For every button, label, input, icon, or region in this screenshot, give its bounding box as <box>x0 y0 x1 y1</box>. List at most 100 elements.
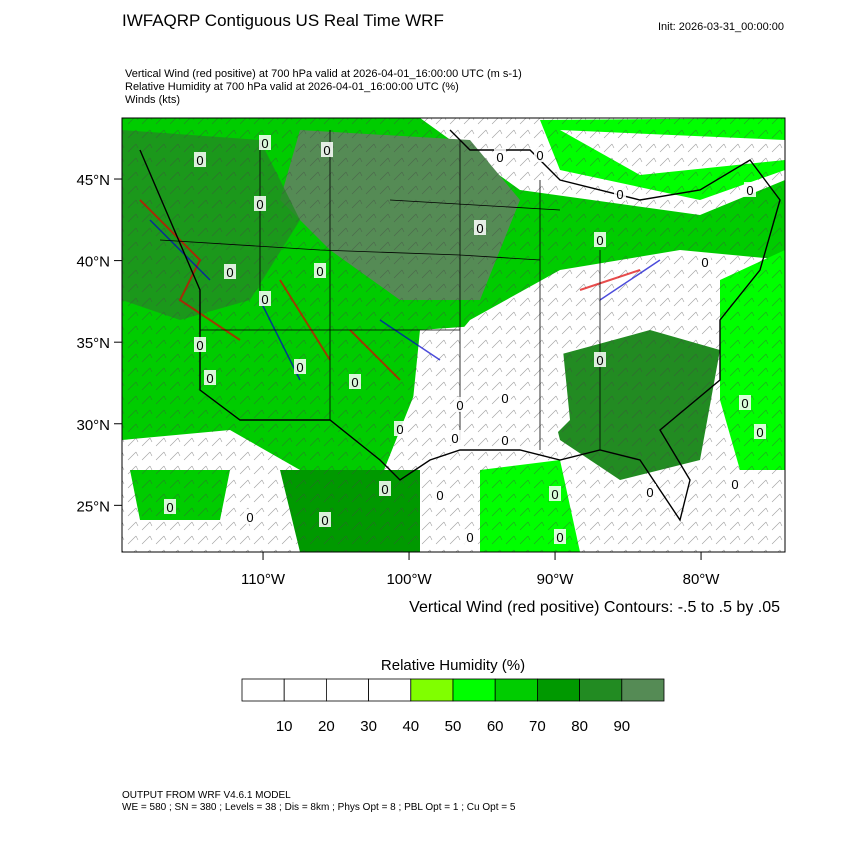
contour-label-box <box>744 182 756 197</box>
contour-label-box <box>259 291 271 306</box>
x-tick-label: 80°W <box>683 571 721 588</box>
colorbar-title: Relative Humidity (%) <box>381 657 525 674</box>
y-tick-label: 30°N <box>76 417 110 434</box>
contour-label: 0 <box>451 431 458 446</box>
colorbar-box <box>621 678 665 702</box>
contour-label: 0 <box>256 197 263 212</box>
contour-label-box <box>454 397 466 412</box>
contour-label-box <box>254 196 266 211</box>
contour-label-box <box>224 264 236 279</box>
colorbar-box <box>410 678 454 702</box>
contour-label-box <box>194 337 206 352</box>
colorbar-box <box>579 678 623 702</box>
contour-label-box <box>499 390 511 405</box>
y-tick-label: 25°N <box>76 498 110 515</box>
contour-label-box <box>204 370 216 385</box>
contour-label: 0 <box>246 510 253 525</box>
colorbar: 10 20 30 40 50 60 70 80 90 <box>241 678 665 735</box>
contour-label-box <box>739 395 751 410</box>
subtitle: Relative Humidity at 700 hPa valid at 20… <box>125 81 459 93</box>
colorbar-label: 40 <box>402 718 419 735</box>
contour-label-box <box>699 254 711 269</box>
colorbar-box <box>241 678 285 702</box>
contour-label-box <box>614 186 626 201</box>
footer-line: WE = 580 ; SN = 380 ; Levels = 38 ; Dis … <box>122 802 516 813</box>
contour-label: 0 <box>501 433 508 448</box>
contour-label-box <box>349 374 361 389</box>
init-time: Init: 2026-03-31_00:00:00 <box>658 21 784 33</box>
contour-label-box <box>294 359 306 374</box>
contour-label: 0 <box>196 338 203 353</box>
subtitle: Winds (kts) <box>125 94 180 106</box>
contour-label: 0 <box>296 360 303 375</box>
contour-label-box <box>164 499 176 514</box>
contour-label: 0 <box>746 183 753 198</box>
contour-label: 0 <box>731 477 738 492</box>
contour-label-box <box>259 135 271 150</box>
contour-label: 0 <box>381 482 388 497</box>
contour-label-box <box>729 476 741 491</box>
contour-label-box <box>594 352 606 367</box>
colorbar-box <box>325 678 369 702</box>
contour-label: 0 <box>316 264 323 279</box>
contour-label: 0 <box>596 353 603 368</box>
contour-label-box <box>549 486 561 501</box>
contour-label: 0 <box>261 292 268 307</box>
y-tick-label: 40°N <box>76 254 110 271</box>
contour-label-box <box>554 529 566 544</box>
contour-label: 0 <box>466 530 473 545</box>
contour-label: 0 <box>396 422 403 437</box>
contour-label: 0 <box>456 398 463 413</box>
colorbar-label: 20 <box>318 718 335 735</box>
contour-label-box <box>379 481 391 496</box>
contour-label: 0 <box>196 153 203 168</box>
contour-label-box <box>499 432 511 447</box>
colorbar-label: 80 <box>571 718 588 735</box>
contour-label-box <box>194 152 206 167</box>
map-field <box>122 118 785 552</box>
colorbar-box <box>368 678 412 702</box>
x-tick-label: 100°W <box>386 571 432 588</box>
contour-label: 0 <box>756 425 763 440</box>
contour-label: 0 <box>701 255 708 270</box>
contour-label: 0 <box>646 485 653 500</box>
contour-label-box <box>449 430 461 445</box>
contour-label-box <box>434 487 446 502</box>
contour-label: 0 <box>261 136 268 151</box>
contour-label-box <box>494 149 506 164</box>
contour-label-box <box>321 142 333 157</box>
colorbar-box <box>537 678 581 702</box>
contour-label: 0 <box>556 530 563 545</box>
contour-label-box <box>594 232 606 247</box>
contour-label: 0 <box>166 500 173 515</box>
contour-label: 0 <box>616 187 623 202</box>
colorbar-label: 50 <box>445 718 462 735</box>
subtitle: Vertical Wind (red positive) at 700 hPa … <box>125 68 522 80</box>
colorbar-label: 60 <box>487 718 504 735</box>
colorbar-box <box>283 678 327 702</box>
contour-label-box <box>754 424 766 439</box>
colorbar-label: 10 <box>276 718 293 735</box>
colorbar-box <box>494 678 538 702</box>
x-tick-label: 90°W <box>537 571 575 588</box>
colorbar-label: 90 <box>613 718 630 735</box>
contour-label-box <box>319 512 331 527</box>
contour-label: 0 <box>206 371 213 386</box>
contour-label: 0 <box>496 150 503 165</box>
contour-label: 0 <box>351 375 358 390</box>
contour-label: 0 <box>226 265 233 280</box>
title: IWFAQRP Contiguous US Real Time WRF <box>122 11 444 30</box>
contour-labels: 0 0 0 0 0 0 0 0 0 0 0 0 0 0 0 0 0 0 0 0 0 0 0 0 0 0 0 0 0 0 0 0 0 0 0 0 <box>164 135 766 545</box>
y-tick-label: 35°N <box>76 335 110 352</box>
contour-label: 0 <box>476 221 483 236</box>
contour-label: 0 <box>323 143 330 158</box>
map-frame <box>121 117 786 553</box>
contour-label-box <box>464 529 476 544</box>
contour-label-box <box>394 421 406 436</box>
colorbar-label: 30 <box>360 718 377 735</box>
x-tick-label: 110°W <box>241 571 286 588</box>
contour-label: 0 <box>596 233 603 248</box>
contour-label-box <box>474 220 486 235</box>
contour-label: 0 <box>501 391 508 406</box>
